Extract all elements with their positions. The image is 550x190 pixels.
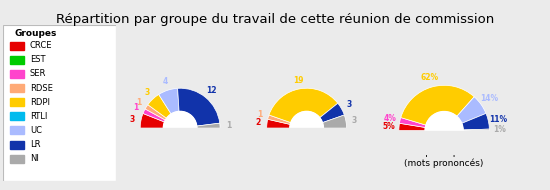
Bar: [9, 70, 24, 78]
Wedge shape: [140, 113, 164, 128]
Bar: [9, 112, 24, 120]
Circle shape: [163, 111, 197, 145]
Circle shape: [425, 112, 463, 150]
Text: RTLI: RTLI: [30, 112, 47, 121]
Bar: [9, 56, 24, 64]
Wedge shape: [269, 88, 338, 123]
Text: 3: 3: [352, 116, 358, 124]
Text: RDSE: RDSE: [30, 84, 53, 93]
Text: 1%: 1%: [493, 125, 506, 134]
Text: 2: 2: [256, 118, 261, 127]
Text: 1: 1: [136, 98, 142, 107]
Text: 5%: 5%: [383, 122, 395, 131]
Text: 4%: 4%: [384, 114, 397, 123]
Wedge shape: [178, 88, 220, 126]
Wedge shape: [320, 103, 344, 123]
Bar: [116, 128, 244, 190]
Wedge shape: [457, 97, 486, 123]
Text: SER: SER: [30, 69, 46, 78]
FancyBboxPatch shape: [3, 25, 116, 180]
Bar: [9, 155, 24, 163]
Bar: [243, 128, 371, 190]
Wedge shape: [399, 118, 426, 127]
Wedge shape: [145, 105, 167, 120]
Text: Temps de parole
(mots prononcés): Temps de parole (mots prononcés): [404, 148, 484, 168]
Bar: [9, 126, 24, 135]
Text: Répartition par groupe du travail de cette réunion de commission: Répartition par groupe du travail de cet…: [56, 13, 494, 26]
Text: 62%: 62%: [420, 73, 438, 82]
Text: LR: LR: [30, 140, 40, 149]
Wedge shape: [322, 115, 346, 128]
Wedge shape: [148, 94, 171, 118]
Wedge shape: [461, 113, 490, 130]
Wedge shape: [143, 109, 166, 122]
Text: 1: 1: [257, 110, 262, 119]
Text: Interventions: Interventions: [277, 143, 337, 152]
Text: 3: 3: [144, 88, 150, 97]
Text: 12: 12: [206, 86, 216, 95]
Text: 11%: 11%: [489, 115, 507, 124]
Bar: [9, 84, 24, 92]
Wedge shape: [268, 115, 291, 124]
Text: 3: 3: [130, 115, 135, 124]
Wedge shape: [463, 129, 490, 131]
Wedge shape: [399, 123, 425, 131]
Text: CRCE: CRCE: [30, 41, 52, 50]
Text: 1: 1: [226, 121, 232, 130]
Text: UC: UC: [30, 126, 42, 135]
Text: 3: 3: [346, 100, 352, 109]
Wedge shape: [267, 119, 290, 128]
Text: 14%: 14%: [480, 94, 498, 103]
Text: 4: 4: [162, 77, 168, 86]
Text: RDPI: RDPI: [30, 98, 50, 107]
Text: 1: 1: [134, 103, 139, 112]
Text: Groupes: Groupes: [14, 29, 57, 38]
Text: NI: NI: [30, 154, 38, 163]
Wedge shape: [401, 85, 474, 125]
Wedge shape: [159, 88, 179, 114]
Bar: [9, 98, 24, 106]
Wedge shape: [197, 123, 220, 128]
Bar: [9, 141, 24, 149]
Circle shape: [290, 111, 323, 145]
Bar: [372, 131, 516, 190]
Bar: [9, 42, 24, 50]
Text: Présents: Présents: [161, 143, 200, 152]
Text: 19: 19: [293, 76, 304, 85]
Text: EST: EST: [30, 55, 45, 64]
